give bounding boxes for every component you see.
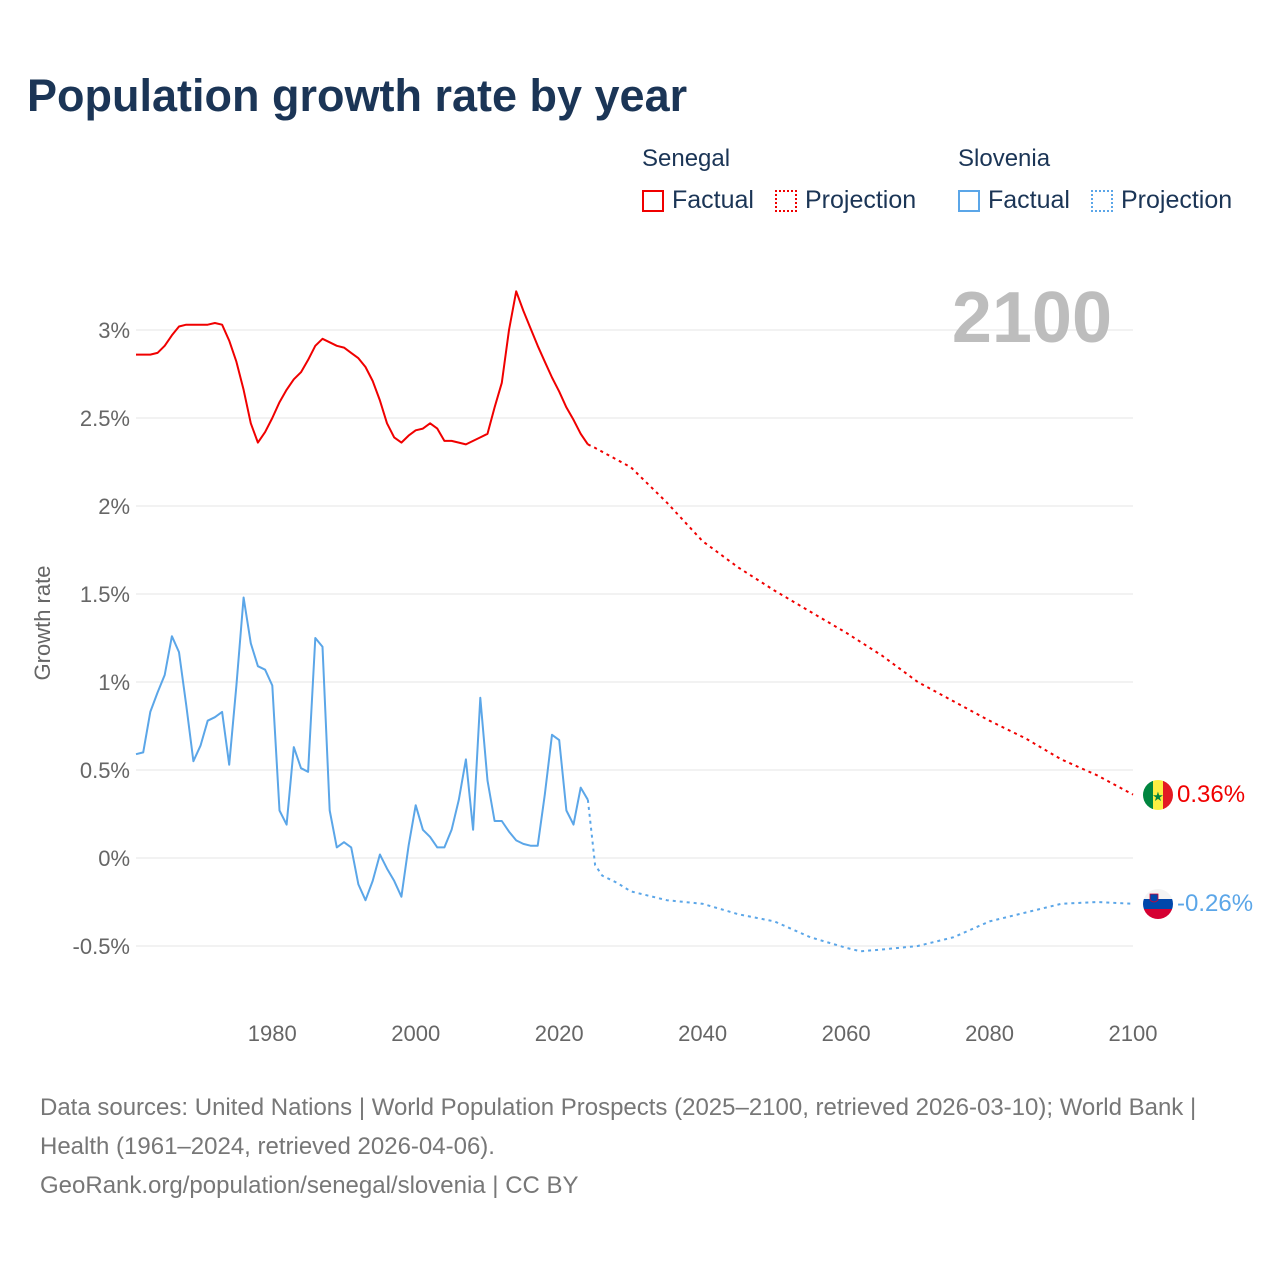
senegal-projection-line <box>587 443 1134 796</box>
x-tick-label: 2020 <box>535 1021 584 1046</box>
senegal-flag-icon: ★ <box>1143 780 1173 810</box>
svg-text:★: ★ <box>1152 789 1164 804</box>
solid-swatch-icon <box>958 189 980 212</box>
legend-label: Projection <box>1121 186 1233 214</box>
line-chart: -0.5% 0% 0.5% 1% 1.5% 2% 2.5% 3% 1980 2000 2020 204… <box>30 278 1253 1046</box>
y-tick-label: 2% <box>98 494 130 519</box>
x-tick-label: 1980 <box>248 1021 297 1046</box>
y-tick-label: 1.5% <box>80 582 130 607</box>
attribution-link[interactable]: GeoRank.org/population/senegal/slovenia … <box>40 1172 579 1199</box>
x-tick-label: 2060 <box>822 1021 871 1046</box>
slovenia-flag-icon <box>1143 889 1173 919</box>
y-tick-label: 2.5% <box>80 406 130 431</box>
senegal-factual-line <box>136 290 589 446</box>
chart-title: Population growth rate by year <box>27 70 688 121</box>
x-tick-label: 2040 <box>678 1021 727 1046</box>
solid-swatch-icon <box>642 189 664 212</box>
legend-slovenia-heading: Slovenia <box>958 145 1051 172</box>
legend-label: Factual <box>672 186 754 214</box>
legend-slovenia-factual[interactable]: Factual <box>958 186 1070 215</box>
year-watermark: 2100 <box>952 278 1112 358</box>
y-tick-label: 0.5% <box>80 758 130 783</box>
dotted-swatch-icon <box>775 189 797 212</box>
legend-senegal-factual[interactable]: Factual <box>642 186 754 215</box>
slovenia-factual-line <box>135 596 589 902</box>
slovenia-projection-line <box>586 799 1134 953</box>
senegal-end-label: 0.36% <box>1177 781 1245 808</box>
y-tick-label: 3% <box>98 318 130 343</box>
footer: Data sources: United Nations | World Pop… <box>40 1088 1240 1205</box>
data-sources: Data sources: United Nations | World Pop… <box>40 1094 1197 1160</box>
dotted-swatch-icon <box>1091 189 1113 212</box>
legend-label: Factual <box>988 186 1070 214</box>
legend-slovenia-projection[interactable]: Projection <box>1091 186 1232 215</box>
x-tick-label: 2100 <box>1109 1021 1158 1046</box>
legend-senegal-projection[interactable]: Projection <box>775 186 916 215</box>
slovenia-end-label: -0.26% <box>1177 890 1253 917</box>
y-tick-label: 0% <box>98 846 130 871</box>
y-tick-label: 1% <box>98 670 130 695</box>
y-axis-label: Growth rate <box>30 566 55 681</box>
x-tick-label: 2080 <box>965 1021 1014 1046</box>
y-tick-label: -0.5% <box>73 934 130 959</box>
x-tick-label: 2000 <box>391 1021 440 1046</box>
legend-senegal-heading: Senegal <box>642 145 731 172</box>
legend-label: Projection <box>805 186 917 214</box>
